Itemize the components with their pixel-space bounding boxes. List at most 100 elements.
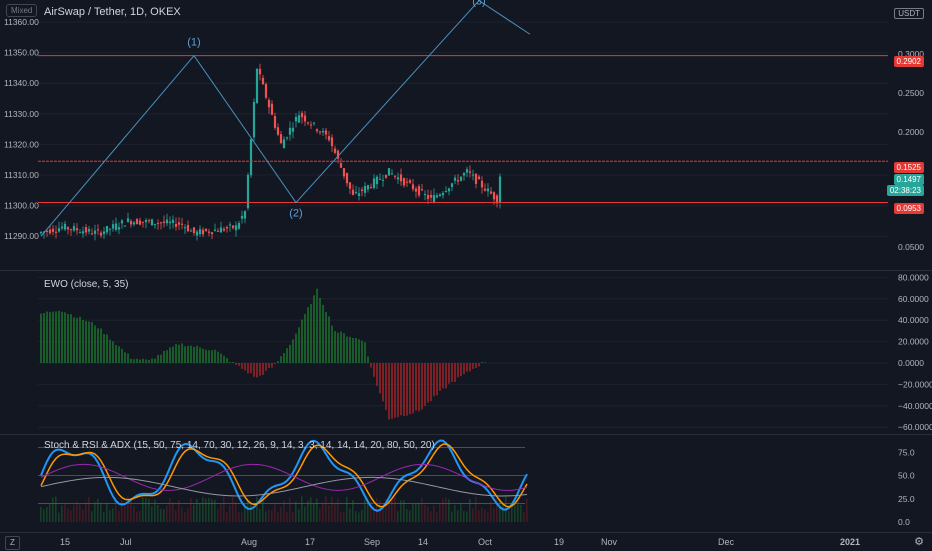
candle-body	[186, 225, 190, 232]
candle-body	[315, 129, 319, 132]
candle-body	[198, 229, 202, 235]
x-tick: 14	[418, 537, 429, 547]
adx-bar	[178, 500, 180, 522]
candle-body	[255, 68, 259, 104]
candle-body	[219, 227, 223, 233]
adx-bar	[160, 508, 162, 522]
adx-bar	[58, 512, 60, 522]
adx-bar	[172, 502, 174, 522]
candle-body	[174, 223, 178, 227]
adx-bar	[355, 510, 357, 522]
adx-bar	[436, 512, 438, 522]
candle-body	[54, 231, 58, 233]
candle-body	[99, 232, 103, 236]
adx-bar	[286, 512, 288, 522]
adx-bar	[526, 498, 528, 522]
candle-body	[147, 220, 151, 222]
stoch-pane[interactable]: 75.0 50.0 25.0 0.0 Stoch & RSI & ADX (15, 5…	[0, 435, 932, 532]
candle-body	[60, 226, 64, 229]
candle-body	[366, 185, 370, 190]
candle-body	[411, 184, 415, 190]
candle-body	[405, 181, 409, 183]
candle-body	[417, 186, 421, 196]
stoch-axis-tick: 25.0	[898, 494, 915, 504]
candle-body	[138, 220, 142, 225]
candle-body	[57, 228, 61, 232]
candle-body	[450, 183, 454, 188]
adx-bar	[412, 502, 414, 522]
candle-body	[357, 193, 361, 196]
adx-bar	[238, 511, 240, 522]
adx-bar	[289, 497, 291, 522]
candle-body	[384, 174, 388, 178]
adx-bar	[451, 511, 453, 522]
adx-bar	[118, 510, 120, 522]
adx-bar	[43, 509, 45, 522]
adx-bar	[346, 497, 348, 522]
candle-body	[192, 227, 196, 234]
candle-body	[330, 137, 334, 147]
candle-body	[303, 115, 307, 122]
candle-body	[420, 189, 424, 191]
candle-body	[393, 175, 397, 177]
adx-bar	[46, 507, 48, 522]
mode-badge[interactable]: Mixed	[6, 4, 38, 17]
candle-body	[300, 112, 304, 118]
x-tick: 2021	[840, 537, 861, 547]
adx-bar	[301, 496, 303, 522]
adx-bar	[100, 502, 102, 522]
candle-body	[84, 227, 88, 233]
adx-bar	[196, 498, 198, 522]
candle-body	[195, 231, 199, 236]
stoch-d-line	[40, 443, 528, 508]
time-axis[interactable]: Z 15 Jul Aug 17 Sep 14 Oct 19 Nov Dec 20…	[0, 532, 932, 551]
price-chart[interactable]: 11360.00 11350.00 11340.00 11330.00 11320.00…	[0, 0, 932, 270]
stoch-chart[interactable]: 75.0 50.0 25.0 0.0	[0, 435, 932, 532]
left-axis-tick: 11350.00	[4, 48, 39, 58]
adx-bar	[136, 511, 138, 522]
candle-body	[210, 232, 214, 235]
candle-body	[237, 223, 241, 229]
adx-bar	[415, 503, 417, 522]
candle-body	[96, 229, 100, 231]
candle-body	[294, 116, 298, 122]
ewo-axis-tick: 40.0000	[898, 315, 929, 325]
adx-bar	[229, 505, 231, 522]
adx-bar	[424, 504, 426, 522]
ewo-chart[interactable]: 80.0000 60.0000 40.0000 20.0000 0.0000 −20.00…	[0, 271, 932, 434]
adx-bar	[337, 498, 339, 522]
candle-body	[309, 124, 313, 126]
ewo-pane[interactable]: 80.0000 60.0000 40.0000 20.0000 0.0000 −20.00…	[0, 271, 932, 434]
main-price-pane[interactable]: 11360.00 11350.00 11340.00 11330.00 11320.00…	[0, 0, 932, 270]
adx-bar	[358, 512, 360, 522]
adx-bar	[313, 503, 315, 522]
candle-body	[495, 195, 499, 204]
candle-body	[51, 228, 55, 232]
candle-body	[63, 223, 67, 230]
candle-body	[231, 225, 235, 229]
currency-badge[interactable]: USDT	[894, 8, 924, 19]
adx-bar	[520, 504, 522, 522]
adx-bar	[484, 509, 486, 522]
candle-body	[240, 215, 244, 219]
ewo-axis-tick: 20.0000	[898, 337, 929, 347]
candle-body	[87, 229, 91, 232]
adx-bar	[184, 512, 186, 522]
middle-level-tag: 0.1525	[893, 162, 924, 173]
adx-bar	[373, 506, 375, 522]
adx-bar	[265, 511, 267, 522]
adx-bar	[187, 508, 189, 522]
adx-bar	[181, 506, 183, 522]
candle-body	[180, 223, 184, 225]
adx-bar	[106, 502, 108, 522]
candle-body	[48, 229, 52, 234]
adx-bar	[280, 507, 282, 522]
candle-body	[336, 150, 340, 159]
gear-icon[interactable]: ⚙	[914, 536, 924, 548]
candle-body	[270, 103, 274, 115]
zoom-button[interactable]: Z	[5, 536, 20, 550]
candle-body	[81, 231, 85, 234]
left-axis-tick: 11320.00	[4, 139, 39, 149]
candle-body	[261, 77, 265, 85]
candle-body	[183, 227, 187, 229]
